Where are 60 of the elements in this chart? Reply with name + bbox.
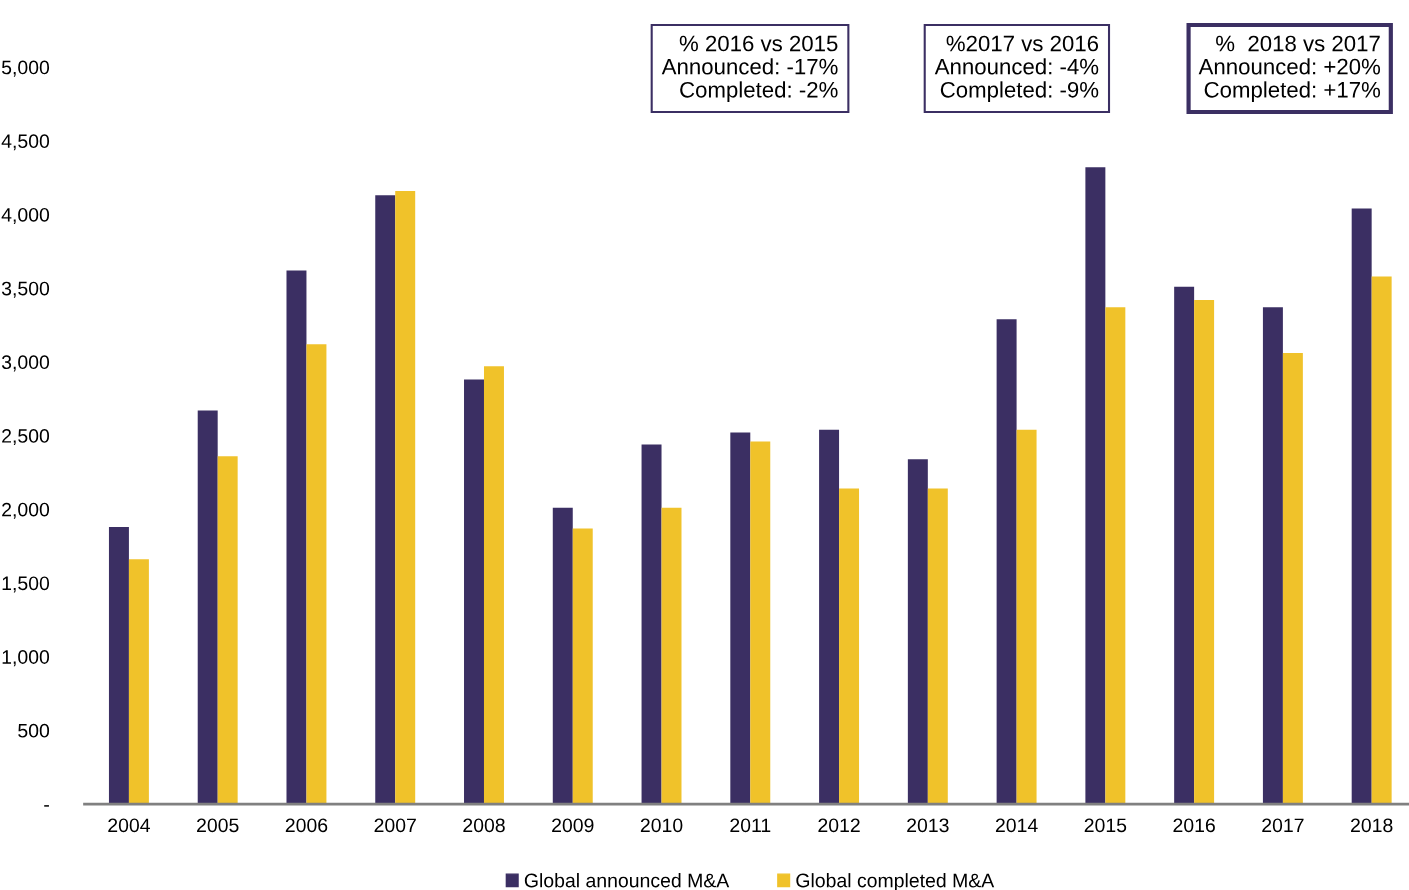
bar	[1174, 286, 1195, 805]
x-tick-label: 2012	[818, 818, 860, 833]
bar	[464, 379, 484, 805]
x-tick-label: 2016	[1173, 818, 1215, 833]
x-tick-label: 2018	[1351, 818, 1393, 833]
bar	[306, 344, 327, 805]
bar	[1105, 307, 1126, 805]
bar	[483, 366, 504, 805]
bar	[839, 488, 860, 805]
y-tick-label: 5,000	[1, 60, 50, 77]
bar	[375, 195, 396, 805]
x-tick-label: 2013	[907, 818, 949, 833]
bar	[552, 507, 573, 805]
y-tick-label: 1,000	[2, 650, 50, 667]
bar	[819, 429, 840, 805]
bar	[1194, 299, 1215, 805]
x-tick-label: 2014	[995, 818, 1038, 833]
x-tick-label: 2007	[374, 818, 416, 833]
bar	[1371, 276, 1392, 805]
bar	[197, 410, 218, 805]
bar	[572, 528, 593, 805]
bar	[730, 432, 751, 805]
x-tick-label: 2009	[552, 818, 594, 833]
y-tick-label: 4,500	[1, 134, 50, 151]
y-tick-label: 2,000	[2, 502, 50, 519]
x-tick-label: 2005	[197, 818, 239, 833]
bar	[996, 319, 1017, 805]
x-tick-label: 2006	[285, 818, 328, 833]
bar	[661, 507, 682, 805]
bar	[128, 559, 149, 805]
bar	[1351, 208, 1372, 805]
x-tick-label: 2008	[463, 818, 505, 833]
bar	[1282, 353, 1303, 805]
bar	[286, 270, 307, 805]
y-tick-label: 2,500	[2, 429, 50, 446]
x-tick-label: 2010	[640, 818, 683, 833]
annotation: % 2018 vs 2017 Announced: +20% Completed: +17%	[1198, 35, 1381, 103]
bar	[395, 190, 416, 805]
x-tick-label: 2015	[1084, 818, 1127, 833]
bar	[217, 456, 238, 805]
bar	[1085, 167, 1106, 805]
x-tick-label: 2011	[730, 818, 771, 833]
x-tick-label: 2017	[1262, 818, 1304, 833]
bar	[641, 444, 662, 805]
bar	[1262, 307, 1283, 805]
legend-label: Global announced M&A	[524, 873, 730, 888]
y-tick-label: 3,000	[1, 355, 50, 372]
bar	[750, 441, 771, 805]
bar	[927, 488, 948, 805]
y-tick-label: -	[44, 805, 49, 807]
y-tick-label: 3,500	[1, 281, 50, 298]
bar	[907, 459, 928, 805]
annotation: % 2016 vs 2015 Announced: -17% Completed: -2%	[661, 35, 838, 103]
annotation: %2017 vs 2016 Announced: -4% Completed: -9%	[934, 35, 1099, 103]
y-tick-label: 500	[18, 723, 50, 738]
x-tick-label: 2004	[108, 818, 150, 833]
bar	[1016, 429, 1037, 805]
bar	[108, 526, 129, 805]
y-tick-label: 4,000	[1, 207, 50, 225]
y-tick-label: 1,500	[2, 576, 50, 593]
